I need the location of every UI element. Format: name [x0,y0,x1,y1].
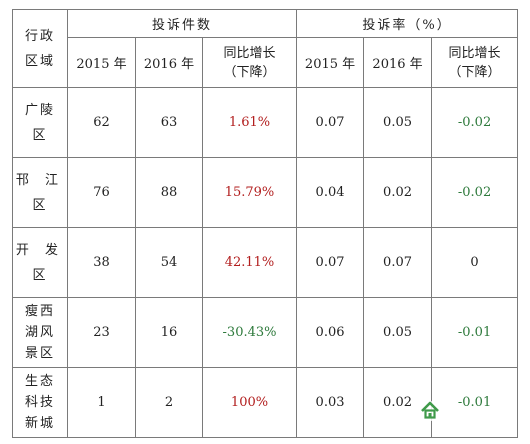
complaints-2015-cell: 23 [67,297,136,368]
region-name-line: 区 [32,197,48,213]
table-row: 瘦西 湖风 景区 23 16 -30.43% 0.06 0.05 -0.01 [12,297,519,368]
rate-2016-cell: 0.07 [363,227,433,298]
rate-change-cell: -0.02 [431,157,519,228]
region-name-line: 科技 [24,395,55,410]
rate-change-header: 同比增长 （下降） [431,37,519,88]
header-row-group: 行政 区域 投诉件数 投诉率（%） [12,9,519,88]
complaints-change-cell: -30.43% [201,297,298,368]
region-cell: 邗 江 区 [12,157,68,228]
rate-2015-cell: 0.07 [296,227,365,298]
region-name-line: 邗 江 [15,172,65,188]
rate-change-cell: -0.01 [431,297,519,368]
rate-2015-cell: 0.03 [296,367,365,438]
region-name-line: 广陵 [24,102,55,118]
complaints-change-cell: 1.61% [201,87,298,158]
rate-change-cell: -0.02 [431,87,519,158]
rate-2016-cell: 0.02 [363,367,433,438]
complaints-2016-cell: 63 [135,87,203,158]
rate-2016-cell: 0.05 [363,87,433,158]
table-row: 开 发 区 38 54 42.11% 0.07 0.07 0 [12,227,519,298]
rate-2016-cell: 0.05 [363,297,433,368]
rate-change-cell: -0.01 [431,367,519,438]
rate-2015-cell: 0.04 [296,157,365,228]
complaints-change-header: 同比增长 （下降） [201,37,298,88]
complaints-2015-cell: 76 [67,157,136,228]
complaints-change-header-line-2: （下降） [223,64,276,80]
region-name-line: 新城 [24,416,55,431]
region-name-line: 生态 [24,374,55,389]
table-row: 广陵 区 62 63 1.61% 0.07 0.05 -0.02 [12,87,519,158]
rate-change-header-line-2: （下降） [448,64,501,80]
rate-2015-header: 2015 年 [296,37,365,88]
complaints-2016-cell: 88 [135,157,203,228]
region-name-line: 瘦西 [24,304,55,319]
table-row: 邗 江 区 76 88 15.79% 0.04 0.02 -0.02 [12,157,519,228]
region-cell: 开 发 区 [12,227,68,298]
rate-2015-cell: 0.06 [296,297,365,368]
region-header-line-1: 行政 [24,28,55,44]
region-cell: 生态 科技 新城 [12,367,68,438]
complaints-2015-cell: 62 [67,87,136,158]
region-name-line: 湖风 [24,325,55,340]
header-row-sub: 2015 年 2016 年 同比增长 （下降） 2015 年 2016 年 同比… [13,37,519,88]
complaints-2015-cell: 38 [67,227,136,298]
rate-2015-cell: 0.07 [296,87,365,158]
complaints-2016-header: 2016 年 [135,37,203,88]
region-header-cell: 行政 区域 [12,9,68,88]
region-name-line: 区 [32,267,48,283]
region-name-line: 景区 [24,346,55,361]
complaint-statistics-table: 行政 区域 投诉件数 投诉率（%） 2015 年 2016 年 同比增长 （下降… [12,9,519,438]
complaints-2015-header: 2015 年 [67,37,136,88]
complaints-change-cell: 42.11% [201,227,298,298]
table-row: 生态 科技 新城 1 2 100% 0.03 0.02 -0.01 [12,367,519,438]
rate-change-header-line-1: 同比增长 [448,45,501,61]
complaints-2016-cell: 2 [135,367,203,438]
rate-group-header: 投诉率（%） [296,9,519,38]
region-header-line-2: 区域 [24,53,55,69]
complaints-change-cell: 100% [201,367,298,438]
region-cell: 广陵 区 [12,87,68,158]
rate-2016-cell: 0.02 [363,157,433,228]
house-watermark-icon [420,401,440,421]
complaints-2016-cell: 54 [135,227,203,298]
complaints-change-header-line-1: 同比增长 [223,45,276,61]
region-name-line: 区 [32,127,48,143]
complaints-change-cell: 15.79% [201,157,298,228]
region-name-line: 开 发 [15,242,65,258]
rate-2016-header: 2016 年 [363,37,433,88]
complaints-2015-cell: 1 [67,367,136,438]
region-cell: 瘦西 湖风 景区 [12,297,68,368]
complaints-2016-cell: 16 [135,297,203,368]
rate-change-cell: 0 [431,227,519,298]
complaints-group-header: 投诉件数 [66,9,298,38]
